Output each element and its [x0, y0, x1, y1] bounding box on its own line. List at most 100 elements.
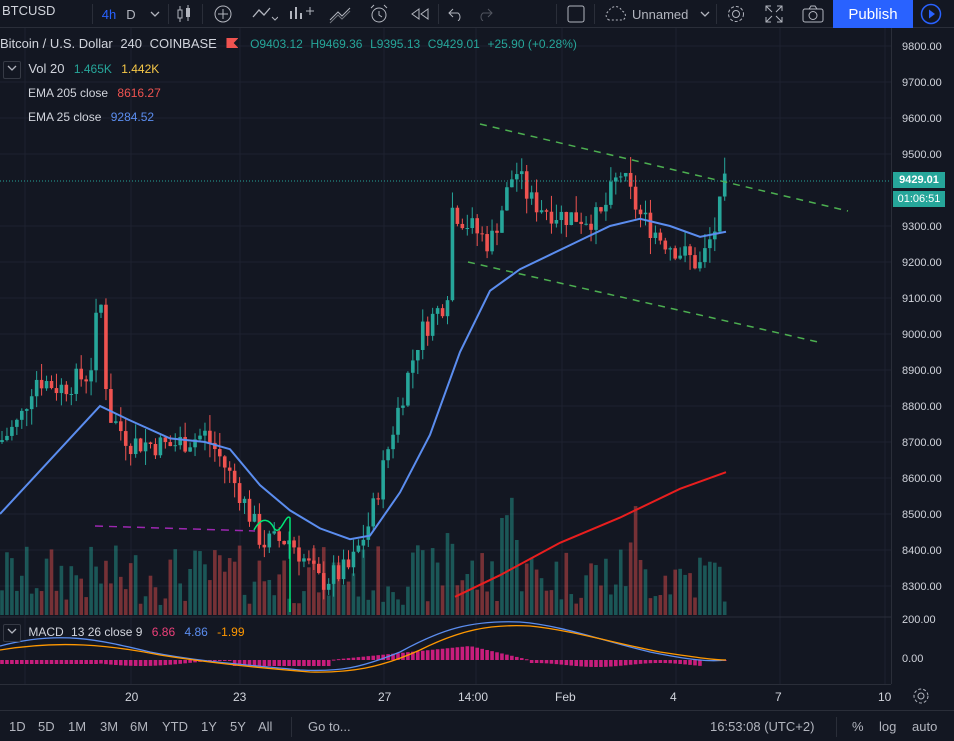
range-ytd-button[interactable]: YTD [162, 719, 188, 734]
candle-body [168, 442, 173, 447]
candle-body [713, 231, 717, 240]
alert-icon[interactable] [365, 0, 393, 28]
camera-icon[interactable] [799, 0, 827, 28]
add-indicator-icon[interactable] [210, 0, 236, 28]
range-1y-button[interactable]: 1Y [201, 719, 217, 734]
collapse-macd-icon[interactable] [3, 624, 21, 642]
volume-bar [519, 591, 524, 615]
macd-histogram-bar [346, 658, 351, 660]
fullscreen-checkbox-icon[interactable] [564, 0, 588, 28]
volume-bar [59, 565, 64, 615]
volume-bar [638, 559, 643, 615]
volume-bar [500, 517, 504, 615]
volume-bar [549, 590, 554, 615]
range-5d-button[interactable]: 5D [38, 719, 55, 734]
volume-bar [178, 583, 182, 615]
volume-bar [0, 590, 4, 615]
volume-bar [49, 549, 54, 615]
volume-bar [277, 574, 281, 615]
range-5y-button[interactable]: 5Y [230, 719, 246, 734]
price-axis[interactable]: 9800.00 9700.00 9600.00 9500.00 9300.00 … [891, 28, 954, 684]
volume-bar [713, 562, 717, 615]
range-all-button[interactable]: All [258, 719, 273, 734]
volume-bar [79, 578, 83, 615]
candle-body [208, 430, 212, 443]
candle-body [430, 313, 435, 336]
candle-body [257, 513, 262, 545]
divider [438, 4, 439, 24]
volume-bar [64, 599, 69, 615]
candle-body [584, 223, 588, 225]
volume-bar [15, 590, 19, 615]
candle-body [519, 171, 524, 175]
macd-histogram-value: 6.86 [151, 625, 176, 640]
play-icon[interactable] [916, 0, 946, 28]
volume-bar [688, 573, 692, 615]
macd-histogram-bar [227, 660, 232, 661]
gear-icon[interactable] [722, 0, 750, 28]
price-chart[interactable] [0, 0, 891, 684]
time-axis[interactable]: 20 23 27 14:00 Feb 4 7 10 [0, 684, 891, 710]
fullscreen-icon[interactable] [760, 0, 788, 28]
replay-icon[interactable] [405, 0, 435, 28]
auto-scale-toggle[interactable]: auto [912, 719, 938, 734]
interval-dropdown-icon[interactable] [144, 0, 166, 28]
undo-icon[interactable] [444, 0, 468, 28]
candle-body [544, 210, 549, 212]
candle-body [312, 560, 316, 564]
macd-histogram-bar [317, 660, 321, 666]
volume-bar [703, 565, 707, 615]
percent-scale-toggle[interactable]: % [852, 719, 864, 734]
range-1m-button[interactable]: 1M [68, 719, 87, 734]
volume-bar [366, 599, 371, 615]
range-3m-button[interactable]: 3M [100, 719, 119, 734]
candle-body [287, 540, 291, 545]
range-6m-button[interactable]: 6M [130, 719, 149, 734]
ema205-value: 8616.27 [117, 86, 161, 100]
volume-bar [722, 601, 727, 615]
macd-histogram-bar [49, 660, 54, 664]
clock-timezone[interactable]: 16:53:08 (UTC+2) [710, 719, 815, 734]
volume-bar [222, 571, 227, 615]
candle-body [693, 255, 697, 269]
candle-body [559, 211, 564, 221]
volume-bar [193, 550, 197, 615]
macd-histogram-bar [34, 660, 39, 664]
symbol-title: Bitcoin / U.S. Dollar [0, 36, 113, 51]
macd-histogram-bar [341, 658, 346, 660]
interval-4h-button[interactable]: 4h [101, 6, 117, 22]
layout-dropdown-icon[interactable] [696, 0, 714, 28]
volume-bar [450, 543, 455, 615]
macd-histogram-bar [584, 660, 588, 667]
volume-bar [465, 574, 470, 615]
interval-day-button[interactable]: D [126, 6, 136, 22]
macd-histogram-bar [277, 660, 281, 666]
candle-body [193, 439, 197, 448]
symbol-search[interactable]: BTCUSD [2, 3, 56, 18]
goto-date-button[interactable]: Go to... [308, 719, 351, 734]
candle-body [252, 513, 257, 522]
collapse-legend-icon[interactable] [3, 61, 21, 79]
volume-bar [396, 599, 400, 615]
publish-button[interactable]: Publish [833, 0, 913, 28]
flag-icon[interactable] [226, 38, 239, 48]
compare-icon[interactable] [287, 0, 315, 28]
templates-icon[interactable] [326, 0, 356, 28]
redo-icon[interactable] [473, 0, 497, 28]
layout-name[interactable]: Unnamed [632, 6, 689, 22]
macd-histogram-bar [401, 652, 405, 660]
macd-histogram-bar [470, 646, 475, 660]
ema25-value: 9284.52 [110, 110, 155, 124]
candle-body [267, 533, 272, 548]
candle-body [495, 230, 499, 233]
gear-icon[interactable] [912, 687, 930, 710]
indicators-icon[interactable] [250, 0, 280, 28]
range-1d-button[interactable]: 1D [9, 719, 26, 734]
macd-signal-value: -1.99 [217, 625, 245, 640]
log-scale-toggle[interactable]: log [879, 719, 897, 734]
volume-bar [653, 596, 658, 615]
candle-body [133, 438, 138, 455]
open-value: O9403.12 [250, 37, 303, 51]
candles-chart-type-icon[interactable] [172, 0, 196, 28]
candle-body [614, 177, 618, 182]
